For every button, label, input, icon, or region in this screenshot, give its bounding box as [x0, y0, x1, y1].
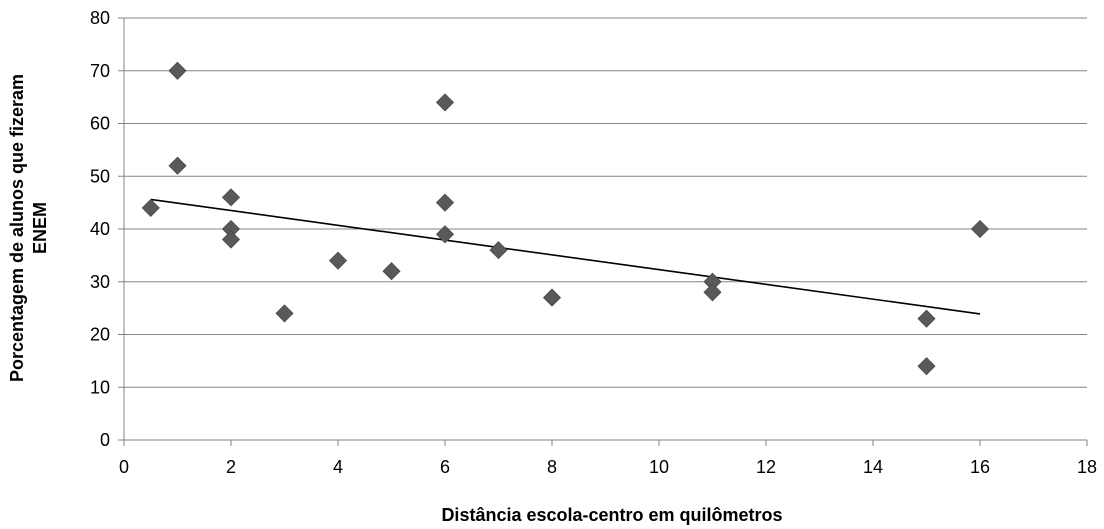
data-point [970, 219, 990, 239]
x-tick-label-0: 0 [119, 457, 129, 477]
x-tick-label-2: 2 [226, 457, 236, 477]
y-tick-labels: 0 10 20 30 40 50 60 70 80 [90, 8, 110, 450]
y-tick-label-60: 60 [90, 114, 110, 134]
x-tick-label-8: 8 [547, 457, 557, 477]
y-tick-label-30: 30 [90, 272, 110, 292]
data-point [168, 61, 187, 80]
y-axis-title-line-1: Porcentagem de alunos que fizeram [7, 74, 27, 382]
axes [118, 17, 1088, 446]
x-tick-labels: 0 2 4 6 8 10 12 14 16 18 [119, 457, 1097, 477]
data-point [221, 230, 241, 249]
x-axis-title: Distância escola-centro em quilômetros [441, 505, 782, 525]
data-point [703, 283, 722, 302]
y-tick-label-50: 50 [90, 166, 110, 186]
x-tick-label-10: 10 [649, 457, 669, 477]
data-point [435, 93, 455, 112]
data-points [141, 61, 990, 376]
y-tick-label-0: 0 [100, 430, 110, 450]
trendline [150, 198, 981, 315]
x-tick-label-16: 16 [970, 457, 990, 477]
y-axis-title-line-2: ENEM [30, 202, 50, 254]
data-point [435, 193, 455, 212]
gridlines [124, 17, 1087, 388]
data-point [275, 304, 294, 323]
y-tick-label-20: 20 [90, 325, 110, 345]
y-tick-label-80: 80 [90, 8, 110, 28]
data-point [489, 241, 508, 260]
y-tick-label-40: 40 [90, 219, 110, 239]
x-tick-label-14: 14 [863, 457, 883, 477]
y-axis-title: Porcentagem de alunos que fizeram ENEM [7, 74, 50, 382]
data-point [917, 357, 936, 376]
x-tick-label-18: 18 [1077, 457, 1097, 477]
data-point [328, 251, 348, 270]
x-tick-label-4: 4 [333, 457, 343, 477]
y-tick-label-70: 70 [90, 61, 110, 81]
x-tick-label-12: 12 [756, 457, 776, 477]
x-tick-label-6: 6 [440, 457, 450, 477]
data-point [917, 309, 936, 328]
data-point [382, 262, 401, 281]
data-point [221, 188, 241, 207]
y-tick-label-10: 10 [90, 377, 110, 397]
data-point [435, 225, 455, 244]
data-point [542, 288, 562, 307]
data-point [168, 156, 187, 175]
data-point [141, 198, 160, 217]
trendline-group [150, 198, 981, 315]
